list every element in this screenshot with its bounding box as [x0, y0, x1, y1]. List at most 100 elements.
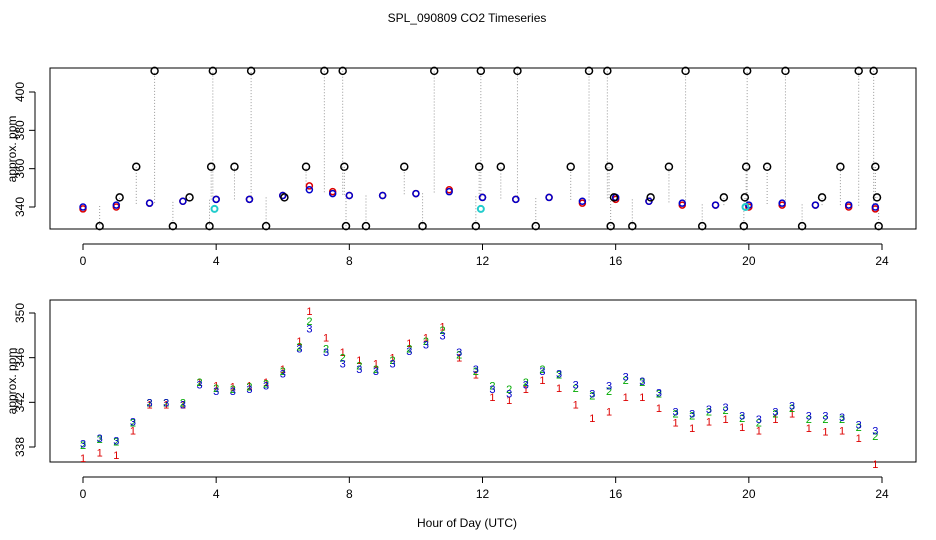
series-3-marker: 3 — [97, 433, 103, 445]
series-1-marker: 1 — [340, 347, 346, 359]
outlier-point — [584, 66, 594, 76]
x-tick-label: 4 — [213, 254, 220, 268]
series-2-marker: 2 — [523, 377, 529, 389]
x-tick-label: 8 — [346, 254, 353, 268]
series-3-marker: 3 — [323, 347, 329, 359]
outlier-point — [168, 221, 178, 231]
series-3-marker: 3 — [722, 402, 728, 414]
outlier-point — [628, 221, 637, 231]
series-2-marker: 2 — [373, 364, 379, 376]
series-1-marker: 1 — [806, 423, 812, 435]
blue-point — [112, 201, 121, 209]
series-3-marker: 3 — [456, 347, 462, 359]
series-1-marker: 1 — [323, 333, 329, 345]
series-1-marker: 1 — [606, 406, 612, 418]
blue-point — [412, 189, 420, 198]
series-2-marker: 2 — [756, 417, 762, 429]
series-2-marker: 2 — [639, 377, 645, 389]
y-tick-label: 360 — [13, 158, 27, 178]
series-3-marker: 3 — [772, 406, 778, 418]
outlier-point — [338, 66, 347, 76]
outlier-point — [681, 66, 690, 76]
series-3-marker: 3 — [373, 366, 379, 378]
series-1-marker: 1 — [589, 413, 595, 425]
series-3-marker: 3 — [80, 439, 86, 451]
series-3-marker: 3 — [406, 346, 412, 358]
series-3-marker: 3 — [556, 368, 562, 380]
series-3-marker: 3 — [196, 379, 202, 391]
series-1-marker: 1 — [230, 382, 236, 394]
series-3-marker: 3 — [280, 368, 286, 380]
series-2-marker: 2 — [80, 440, 86, 452]
series-3-marker: 3 — [606, 381, 612, 393]
series-1-marker: 1 — [822, 426, 828, 438]
series-1-marker: 1 — [80, 453, 86, 465]
series-3-marker: 3 — [423, 339, 429, 351]
series-1-marker: 1 — [406, 338, 412, 350]
series-1-marker: 1 — [739, 422, 745, 434]
series-2-marker: 2 — [180, 397, 186, 409]
series-1-marker: 1 — [180, 400, 186, 412]
series-2-marker: 2 — [439, 325, 445, 337]
series-2-marker: 2 — [539, 364, 545, 376]
outlier-point — [872, 193, 882, 202]
series-1-marker: 1 — [373, 358, 379, 370]
outlier-point — [781, 66, 790, 76]
series-3-marker: 3 — [539, 366, 545, 378]
series-2-marker: 2 — [506, 384, 512, 396]
outlier-point — [874, 221, 883, 231]
outlier-point — [208, 66, 218, 76]
series-3-marker: 3 — [230, 386, 236, 398]
blue-point — [79, 203, 87, 211]
y-tick-label: 400 — [13, 82, 27, 102]
series-1-marker: 1 — [356, 355, 362, 367]
outlier-point — [280, 193, 289, 202]
series-3-marker: 3 — [822, 411, 828, 423]
series-1-marker: 1 — [872, 459, 878, 471]
bottom-panel: approx. ppm Hour of Day (UTC) 0 4 8 12 16 20 2… — [5, 299, 917, 530]
outlier-point — [606, 221, 615, 231]
outlier-point — [566, 162, 575, 171]
series-2-marker: 2 — [806, 414, 812, 426]
series-1-marker: 1 — [639, 392, 645, 404]
series-3-marker: 3 — [180, 400, 186, 412]
series-3-marker: 3 — [263, 381, 269, 393]
series-1-marker: 1 — [113, 450, 119, 462]
outlier-point — [230, 162, 239, 171]
x-tick-label: 0 — [80, 487, 87, 501]
series-3-marker: 3 — [306, 324, 312, 336]
series-1-marker: 1 — [246, 381, 252, 393]
outlier-point — [115, 193, 124, 202]
outlier-point — [400, 162, 409, 171]
series-1-marker: 1 — [97, 448, 103, 460]
x-tick-label: 24 — [875, 254, 889, 268]
outlier-point — [340, 162, 349, 171]
outlier-point — [817, 193, 827, 202]
series-2-marker: 2 — [573, 383, 579, 395]
outlier-point — [836, 162, 845, 171]
series-2-marker: 2 — [706, 406, 712, 418]
blue-point — [844, 201, 853, 209]
outlier-point — [206, 162, 216, 171]
outlier-point — [603, 66, 612, 76]
series-3-marker: 3 — [473, 364, 479, 376]
x-tick-label: 8 — [346, 487, 353, 501]
outlier-point — [513, 66, 522, 76]
outlier-point — [646, 193, 655, 202]
outlier-point — [150, 66, 159, 76]
cyan-point — [741, 203, 750, 211]
y-tick-label: 346 — [13, 347, 27, 367]
y-tick-label: 340 — [13, 197, 27, 217]
outlier-point — [418, 221, 427, 231]
series-2-marker: 2 — [356, 360, 362, 372]
series-2-marker: 2 — [280, 366, 286, 378]
outlier-point — [664, 162, 674, 171]
series-3-marker: 3 — [639, 376, 645, 388]
series-1-marker: 1 — [147, 400, 153, 412]
series-2-marker: 2 — [822, 414, 828, 426]
series-3-marker: 3 — [523, 379, 529, 391]
series-2-marker: 2 — [839, 414, 845, 426]
series-3-marker: 3 — [246, 384, 252, 396]
outlier-point — [471, 221, 481, 231]
